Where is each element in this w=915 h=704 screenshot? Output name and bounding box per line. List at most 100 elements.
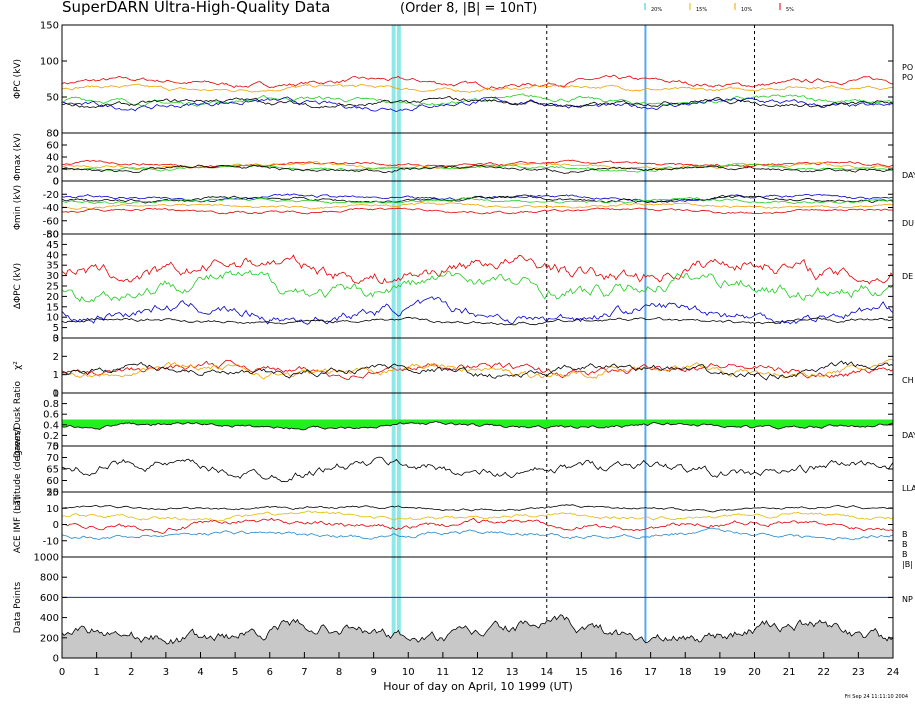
series-line bbox=[61, 164, 894, 174]
series-line bbox=[61, 93, 894, 108]
series-line bbox=[61, 316, 894, 326]
y-tick-label: 10 bbox=[46, 313, 59, 324]
y-tick-label: 2 bbox=[53, 352, 59, 363]
right-label: NP bbox=[902, 595, 913, 604]
y-tick-label: 50 bbox=[46, 230, 59, 241]
series-line bbox=[61, 193, 894, 203]
event-band bbox=[391, 446, 396, 492]
x-axis-label: Hour of day on April, 10 1999 (UT) bbox=[383, 680, 573, 693]
y-tick-label: 0.2 bbox=[43, 431, 59, 442]
series-line bbox=[61, 504, 894, 513]
y-tick-label: 80 bbox=[46, 129, 59, 140]
x-tick-label: 17 bbox=[644, 667, 657, 678]
series-line bbox=[61, 194, 894, 204]
y-tick-label: 60 bbox=[46, 141, 59, 152]
series-line bbox=[61, 527, 893, 541]
event-band bbox=[391, 25, 396, 133]
timestamp: Fri Sep 24 11:11:10 2004 bbox=[845, 694, 908, 700]
y-axis-label: ACE IMF (nT) bbox=[13, 496, 23, 554]
y-tick-label: 0 bbox=[53, 520, 59, 531]
y-axis-label: ΦPC (kV) bbox=[13, 59, 23, 99]
y-tick-label: 200 bbox=[40, 633, 59, 644]
y-tick-label: 1000 bbox=[34, 553, 59, 564]
y-tick-label: 20 bbox=[46, 488, 59, 499]
right-label: PO bbox=[902, 73, 913, 82]
event-band bbox=[391, 338, 396, 393]
panel-points: 0 200 400 600 800 1000 Data Points NP bbox=[13, 553, 913, 665]
series-line bbox=[61, 201, 894, 210]
y-tick-label: 0 bbox=[53, 129, 59, 140]
y-tick-label: 0 bbox=[53, 389, 59, 400]
series-line bbox=[61, 96, 894, 113]
series-line bbox=[61, 359, 894, 381]
series-area bbox=[62, 419, 893, 430]
right-label: DE bbox=[902, 272, 913, 281]
x-tick-label: 15 bbox=[575, 667, 588, 678]
event-band bbox=[391, 492, 396, 557]
right-label: DAY bbox=[902, 171, 915, 180]
x-axis: 0 1 2 3 4 5 6 7 8 9 10 11 12 13 14 15 16 17 18 19 20 21 22 23 24 bbox=[59, 652, 899, 678]
event-band bbox=[396, 181, 401, 234]
event-band bbox=[396, 446, 401, 492]
y-tick-label: 70 bbox=[46, 453, 59, 464]
series-line bbox=[61, 517, 894, 534]
y-tick-label: 0.4 bbox=[43, 420, 59, 431]
panel-frame bbox=[61, 132, 894, 182]
y-tick-label: 35 bbox=[46, 261, 59, 272]
series-line bbox=[61, 197, 894, 205]
y-tick-label: 0 bbox=[53, 177, 59, 188]
x-tick-label: 7 bbox=[301, 667, 307, 678]
y-tick-label: 45 bbox=[46, 240, 59, 251]
x-tick-label: 11 bbox=[437, 667, 450, 678]
y-tick-label: 10 bbox=[46, 504, 59, 515]
y-tick-label: 0.8 bbox=[43, 399, 59, 410]
series-line bbox=[61, 83, 894, 93]
y-axis-label: χ² bbox=[13, 361, 23, 370]
y-tick-label: -80 bbox=[43, 230, 59, 241]
series-line bbox=[61, 96, 894, 109]
series-line bbox=[61, 614, 894, 645]
panel-frame bbox=[61, 337, 894, 394]
x-tick-label: 13 bbox=[506, 667, 519, 678]
x-tick-label: 12 bbox=[471, 667, 484, 678]
right-label: B bbox=[902, 550, 908, 559]
x-tick-label: 8 bbox=[336, 667, 342, 678]
x-tick-label: 1 bbox=[93, 667, 99, 678]
y-tick-label: 150 bbox=[40, 21, 59, 32]
y-tick-label: 40 bbox=[46, 153, 59, 164]
y-axis-label: Data Points bbox=[13, 581, 23, 633]
event-band bbox=[396, 25, 401, 133]
series-line bbox=[61, 163, 894, 173]
y-tick-label: 65 bbox=[46, 465, 59, 476]
series-line bbox=[61, 360, 894, 381]
y-tick-label: 60 bbox=[46, 476, 59, 487]
right-label: CH bbox=[902, 376, 914, 385]
y-tick-label: 3 bbox=[53, 334, 59, 345]
panel-phi_min: -80 -60 -40 -20 0 Φmin (kV) DU bbox=[13, 177, 914, 241]
series-line bbox=[61, 420, 894, 431]
series-line bbox=[61, 254, 894, 285]
x-tick-label: 18 bbox=[679, 667, 692, 678]
y-tick-label: 20 bbox=[46, 292, 59, 303]
y-tick-label: -20 bbox=[43, 190, 59, 201]
right-label: DU bbox=[902, 219, 914, 228]
y-axis-label: Φmax (kV) bbox=[13, 133, 23, 181]
legend-label: 20% bbox=[651, 7, 662, 13]
series-line bbox=[61, 359, 894, 380]
x-tick-label: 22 bbox=[817, 667, 830, 678]
x-tick-label: 0 bbox=[59, 667, 65, 678]
right-label: B bbox=[902, 530, 908, 539]
y-tick-label: 1 bbox=[53, 389, 59, 400]
y-tick-label: 0 bbox=[53, 334, 59, 345]
y-axis-label: Dawn/Dusk Ratio bbox=[13, 380, 23, 458]
x-tick-label: 21 bbox=[783, 667, 796, 678]
y-tick-label: -40 bbox=[43, 203, 59, 214]
y-tick-label: 25 bbox=[46, 282, 59, 293]
right-label: |B| bbox=[902, 560, 913, 569]
